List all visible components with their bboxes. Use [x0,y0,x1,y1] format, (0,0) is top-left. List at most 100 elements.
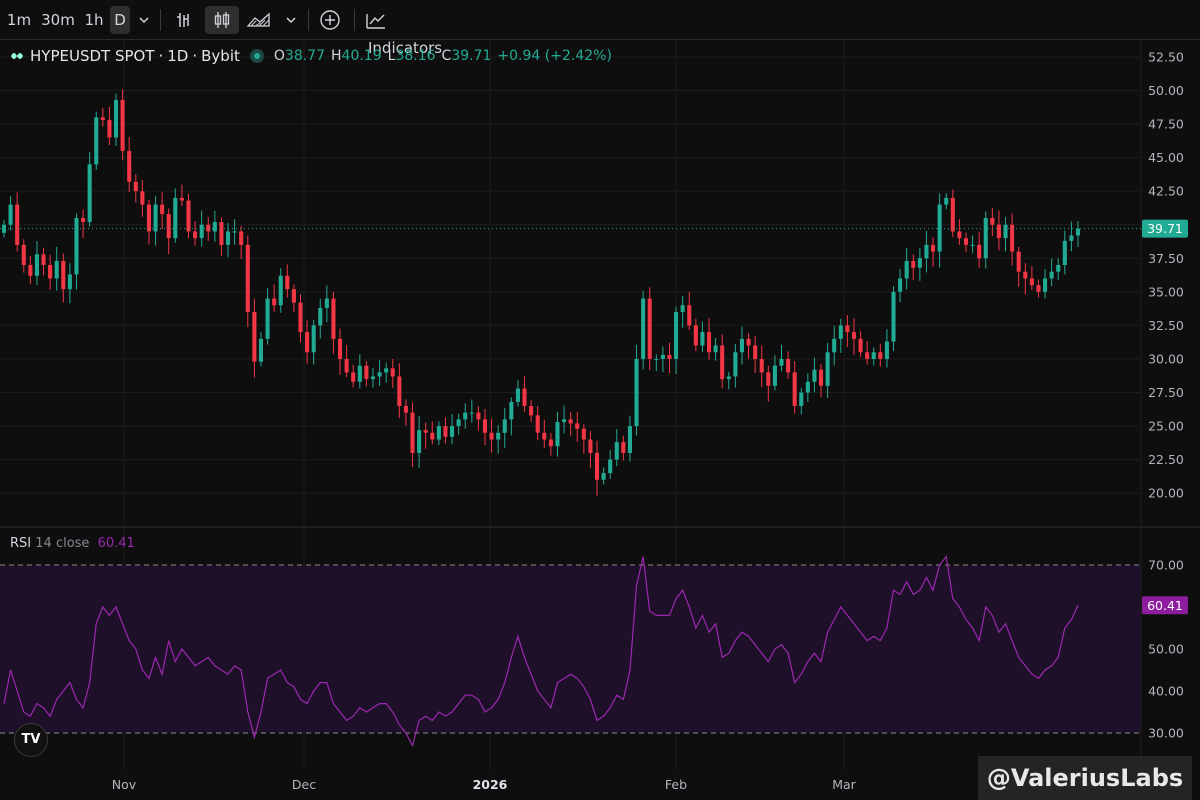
candle[interactable] [272,284,277,312]
candle[interactable] [107,106,112,145]
candle[interactable] [81,209,86,239]
candle[interactable] [509,397,514,436]
candle[interactable] [87,152,92,227]
tradingview-logo-icon[interactable]: TV [14,723,48,757]
candle[interactable] [140,179,145,217]
area-chart-type-icon[interactable] [245,6,275,34]
candle[interactable] [120,89,125,161]
candle[interactable] [634,344,639,436]
candle[interactable] [937,193,942,268]
candle[interactable] [1003,217,1008,252]
candle[interactable] [245,235,250,328]
candle[interactable] [911,254,916,280]
candle[interactable] [41,247,46,276]
candle[interactable] [417,416,422,468]
candle[interactable] [535,405,540,441]
candle[interactable] [891,286,896,351]
candle[interactable] [983,211,988,269]
candle[interactable] [627,415,632,462]
candle[interactable] [608,450,613,479]
candle[interactable] [687,292,692,331]
candle[interactable] [285,264,290,298]
candle[interactable] [865,340,870,365]
candle[interactable] [54,246,59,291]
candle[interactable] [845,315,850,348]
candle[interactable] [759,345,764,388]
candle[interactable] [1049,258,1054,286]
interval-30m-button[interactable]: 30m [41,11,75,29]
candle[interactable] [825,342,830,399]
candle[interactable] [970,235,975,254]
candle[interactable] [1075,221,1081,247]
candle[interactable] [700,321,705,353]
candle[interactable] [331,291,336,354]
candle[interactable] [160,192,165,230]
candle[interactable] [581,424,586,454]
candle[interactable] [601,467,606,485]
candle[interactable] [28,255,33,285]
candle[interactable] [357,354,362,389]
candle[interactable] [1016,246,1021,287]
candle[interactable] [1029,266,1034,290]
candle[interactable] [232,219,237,245]
candle[interactable] [1069,221,1074,252]
candle[interactable] [812,357,817,393]
candle[interactable] [410,402,415,468]
candle[interactable] [733,343,738,388]
candle[interactable] [878,343,883,367]
symbol-name[interactable]: HYPEUSDT SPOT [30,47,155,65]
candle[interactable] [647,287,652,371]
candle[interactable] [555,411,560,457]
candle[interactable] [291,284,296,312]
candle[interactable] [674,306,679,375]
candle[interactable] [212,210,217,242]
candle[interactable] [568,411,573,436]
candle[interactable] [324,285,329,323]
candle[interactable] [337,328,343,375]
candle[interactable] [133,174,138,203]
candle[interactable] [199,210,204,247]
candle[interactable] [397,363,402,419]
candle[interactable] [258,332,264,367]
candle[interactable] [706,318,712,360]
interval-d-button[interactable]: D [110,6,130,34]
candle[interactable] [818,364,824,398]
candle[interactable] [779,344,784,372]
candle[interactable] [884,329,889,368]
candle[interactable] [265,288,270,345]
indicators-button[interactable]: Indicators [364,6,470,57]
candle[interactable] [851,318,857,355]
candle[interactable] [34,241,39,286]
candle[interactable] [179,184,184,207]
candle[interactable] [166,208,171,255]
candle[interactable] [384,362,389,383]
candle[interactable] [153,196,158,246]
candle[interactable] [1043,269,1048,299]
candle[interactable] [654,354,659,372]
candle[interactable] [100,107,105,127]
candle[interactable] [403,399,408,426]
candle[interactable] [575,412,580,442]
candle[interactable] [423,422,428,449]
candle[interactable] [667,342,672,374]
candle[interactable] [746,333,751,359]
candle[interactable] [871,347,876,366]
candle[interactable] [838,318,843,353]
candle[interactable] [680,295,685,328]
candle[interactable] [496,425,501,454]
bar-chart-type-icon[interactable] [170,6,198,34]
candle[interactable] [621,435,626,461]
candle[interactable] [370,367,376,388]
candle[interactable] [48,254,53,290]
candle[interactable] [113,93,119,146]
candle[interactable] [786,351,791,379]
candle[interactable] [482,409,488,446]
candle[interactable] [351,364,356,388]
candle[interactable] [693,318,698,352]
candles-chart-type-icon[interactable] [205,6,239,34]
candle[interactable] [450,413,455,445]
candle[interactable] [1056,258,1061,281]
candle[interactable] [193,221,198,246]
candle[interactable] [278,268,283,313]
